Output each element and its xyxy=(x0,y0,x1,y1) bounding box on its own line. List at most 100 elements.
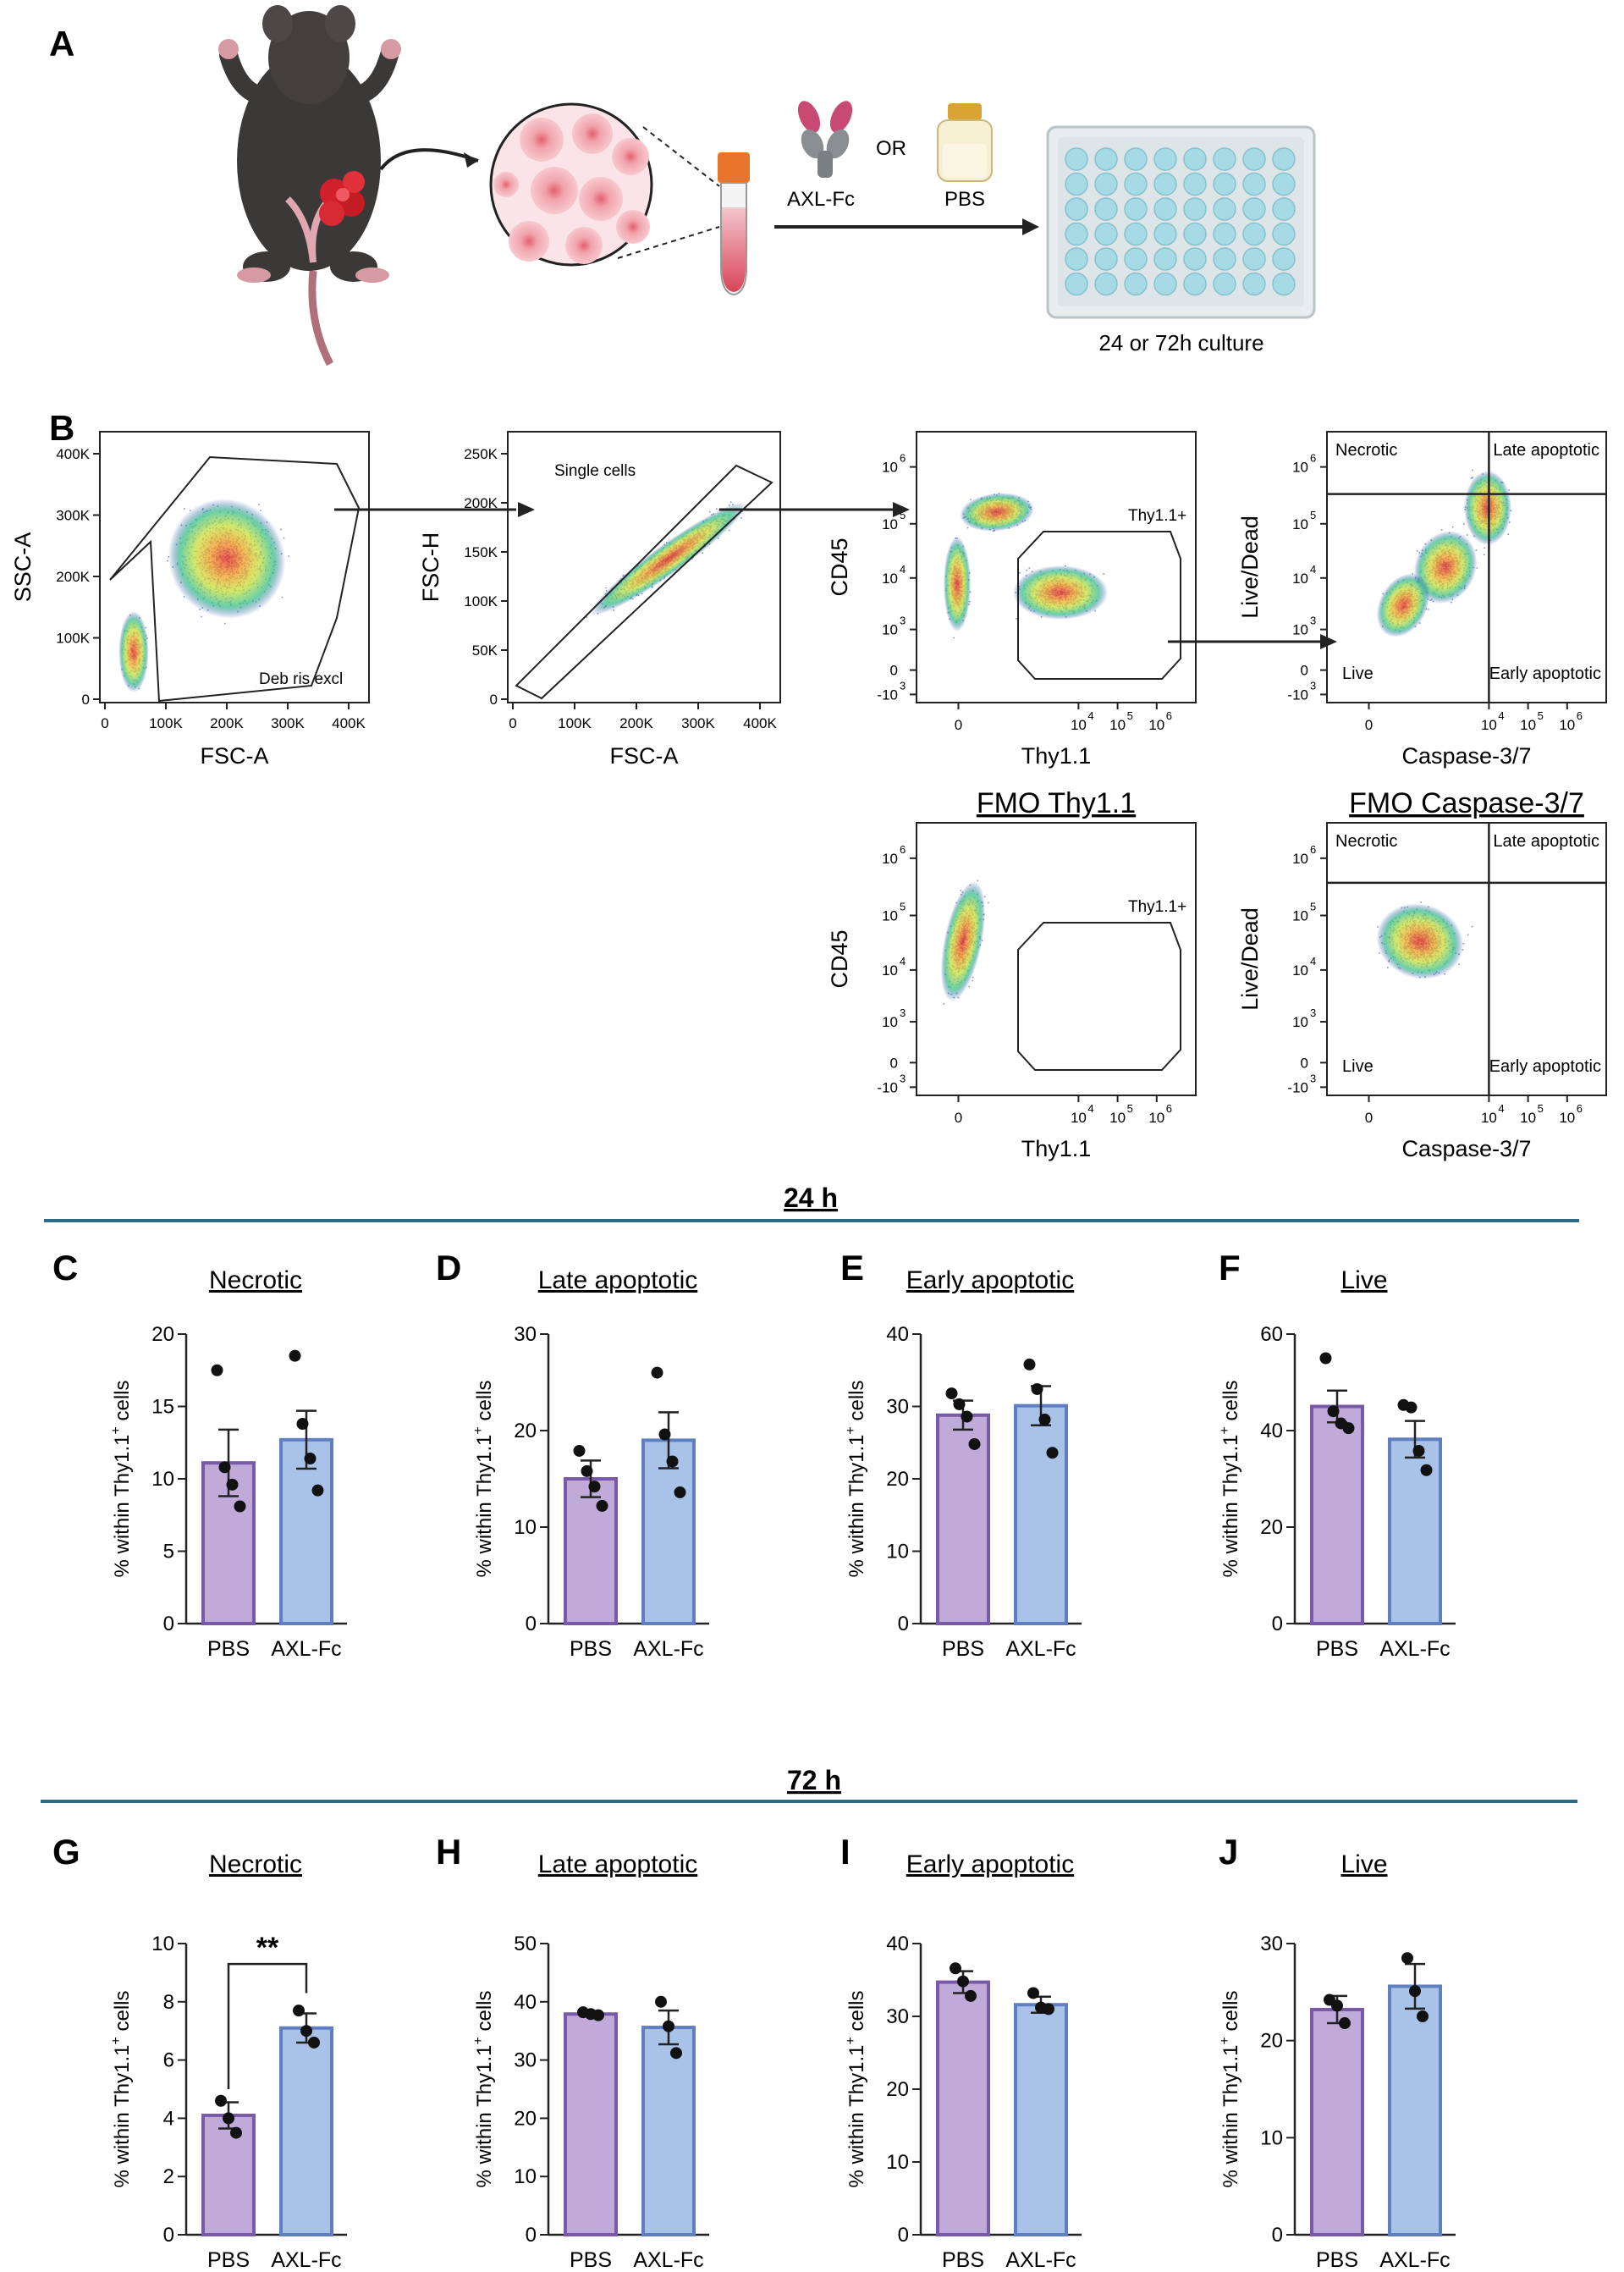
panel-letter: H xyxy=(436,1832,461,1872)
data-point xyxy=(957,1975,969,1988)
y-axis-label: % within Thy1.1+ cells xyxy=(1218,1380,1242,1577)
y-axis-label: FSC-H xyxy=(418,532,443,603)
chart-title: Late apoptotic xyxy=(538,1266,697,1294)
y-tick-label: 4 xyxy=(163,2107,174,2130)
bar-chart-f: F Live 0 20 40 60 % within Thy1.1+ cells PBS AXL… xyxy=(1218,1248,1456,1661)
y-tick-label: 10 xyxy=(151,1933,174,1955)
svg-text:% within Thy1.1+ cells: % within Thy1.1+ cells xyxy=(471,1990,496,2187)
chart-title: Early apoptotic xyxy=(906,1850,1074,1878)
culture-label: 24 or 72h culture xyxy=(1098,330,1263,356)
x-tick-label: 10 xyxy=(1520,717,1536,733)
y-tick-label: 20 xyxy=(1260,2030,1283,2053)
y-tick-label: 10 xyxy=(886,1541,909,1563)
y-tick-exponent: 4 xyxy=(900,563,906,576)
flow-plot-debris: FSC-A SSC-A 0 100K 200K 300K 400K 0 100K 200K 300K… xyxy=(10,431,370,769)
plate-well xyxy=(1272,197,1296,221)
bar-pbs xyxy=(936,1413,990,1626)
data-point xyxy=(1023,1358,1036,1370)
flow-cytometry-plots: FSC-A SSC-A 0 100K 200K 300K 400K 0 100K 200K 300K… xyxy=(10,431,1607,1161)
data-point xyxy=(1319,1352,1332,1365)
y-tick-exponent: 3 xyxy=(1310,1072,1316,1084)
plate-well xyxy=(1213,172,1236,196)
y-tick-label: 10 xyxy=(882,516,898,532)
data-point xyxy=(218,1461,231,1474)
plate-well xyxy=(1153,272,1177,296)
section-label-24h: 24 h xyxy=(784,1183,838,1213)
y-tick-label: 0 xyxy=(490,692,498,708)
plate-well xyxy=(1242,147,1266,171)
data-point xyxy=(300,2025,312,2038)
chart-title: Live xyxy=(1340,1266,1387,1294)
bar-chart-d: D Late apoptotic 0 10 20 30 % within Thy1.1+ c… xyxy=(436,1248,709,1661)
y-tick-label: 10 xyxy=(1292,851,1308,867)
section-72h: 72 h xyxy=(41,1765,1577,1803)
y-tick-label: 40 xyxy=(886,1323,909,1346)
plate-well xyxy=(1124,247,1148,271)
data-point xyxy=(965,1989,977,2002)
y-axis-label-main: % within Thy1.1 xyxy=(845,1435,868,1578)
bar-chart-e: E Early apoptotic 0 10 20 30 40 % within Thy1.1… xyxy=(840,1248,1082,1661)
x-tick-label: AXL-Fc xyxy=(1005,1637,1076,1661)
bar-axl-fc xyxy=(279,2026,333,2237)
y-tick-label: 0 xyxy=(1272,1613,1283,1635)
panel-letter: J xyxy=(1219,1832,1238,1872)
plate-well xyxy=(1124,172,1148,196)
gate-label: Thy1.1+ xyxy=(1128,507,1186,525)
plate-well xyxy=(1272,272,1296,296)
y-axis-label-main: % within Thy1.1 xyxy=(1219,2045,1242,2188)
plot-frame xyxy=(1326,822,1607,1096)
y-tick-exponent: 6 xyxy=(1310,843,1316,856)
y-axis-label-main: % within Thy1.1 xyxy=(845,2045,868,2188)
y-tick-label: 300K xyxy=(56,508,90,524)
panel-letter: I xyxy=(840,1832,851,1872)
plate-well xyxy=(1272,147,1296,171)
y-axis-label: % within Thy1.1+ cells xyxy=(844,1380,868,1577)
x-tick-label: AXL-Fc xyxy=(1005,2248,1076,2272)
y-tick-label: 0 xyxy=(898,2224,909,2247)
plate-well xyxy=(1153,197,1177,221)
y-tick-label: 60 xyxy=(1260,1323,1283,1346)
y-axis-label-sup: + xyxy=(1218,2037,1232,2044)
y-tick-label: 8 xyxy=(163,1991,174,2014)
x-tick-label: 10 xyxy=(1071,1110,1087,1126)
plate-well xyxy=(1124,272,1148,296)
data-point xyxy=(968,1437,981,1450)
plate-well xyxy=(1094,247,1118,271)
y-tick-label: 0 xyxy=(1272,2224,1283,2247)
data-point xyxy=(215,2094,227,2107)
y-tick-label: 100K xyxy=(464,593,498,609)
bar-pbs xyxy=(564,2012,618,2237)
y-axis-label-sup: + xyxy=(471,2037,486,2044)
y-axis-label-sup: + xyxy=(844,2037,858,2044)
data-point xyxy=(1412,1444,1425,1457)
y-tick-label: 100K xyxy=(56,631,90,647)
x-tick-label: AXL-Fc xyxy=(1379,1637,1450,1661)
svg-text:% within Thy1.1+ cells: % within Thy1.1+ cells xyxy=(109,1990,134,2187)
plate-well xyxy=(1183,272,1207,296)
x-tick-label: 200K xyxy=(619,715,653,731)
x-tick-label: 10 xyxy=(1071,717,1087,733)
y-tick-label: 10 xyxy=(1292,622,1308,638)
y-tick-label: 10 xyxy=(1292,516,1308,532)
section-label-72h: 72 h xyxy=(787,1765,841,1795)
plate-well xyxy=(1065,222,1088,246)
flow-plot-singlets: FSC-A FSC-H 0 100K 200K 300K 400K 0 50K 100K 150K 2… xyxy=(418,431,781,769)
y-tick-label: 0 xyxy=(898,1613,909,1635)
x-tick-label: PBS xyxy=(207,2248,250,2272)
data-point xyxy=(573,1444,586,1457)
y-tick-label: 10 xyxy=(1292,962,1308,979)
data-point xyxy=(211,1364,223,1376)
data-point xyxy=(651,1366,663,1379)
y-tick-exponent: 4 xyxy=(1310,955,1316,968)
y-tick-label: 10 xyxy=(882,1014,898,1030)
data-point xyxy=(961,1410,973,1423)
y-tick-label: -10 xyxy=(877,1079,898,1095)
antibody-icon xyxy=(797,101,853,178)
y-tick-exponent: 3 xyxy=(900,679,906,692)
plate-well xyxy=(1213,222,1236,246)
y-axis-label-end: cells xyxy=(111,1380,134,1426)
y-axis-label: CD45 xyxy=(827,929,852,988)
data-point xyxy=(1420,1464,1433,1476)
section-24h: 24 h xyxy=(44,1183,1579,1222)
